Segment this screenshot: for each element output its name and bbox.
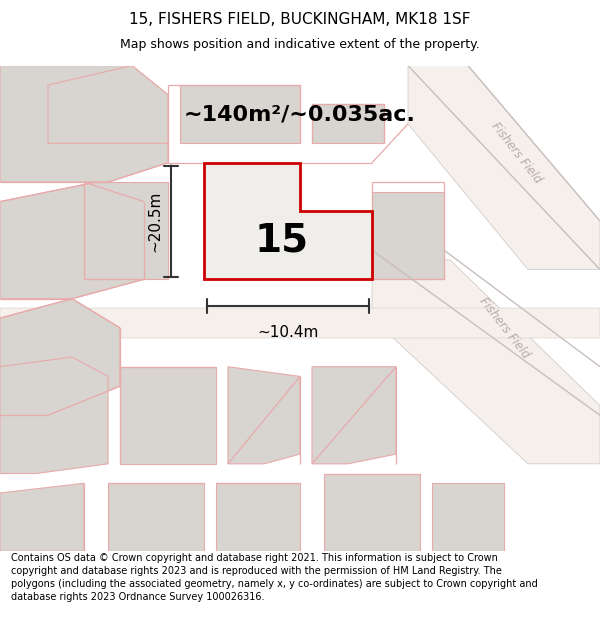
Polygon shape (228, 367, 300, 464)
Polygon shape (432, 483, 504, 551)
Polygon shape (372, 260, 600, 464)
Polygon shape (216, 483, 300, 551)
Polygon shape (408, 66, 600, 269)
Polygon shape (84, 182, 168, 279)
Polygon shape (0, 299, 120, 415)
Text: Map shows position and indicative extent of the property.: Map shows position and indicative extent… (120, 38, 480, 51)
Polygon shape (204, 162, 372, 279)
Text: Fishers Field: Fishers Field (476, 295, 532, 361)
Polygon shape (0, 483, 84, 551)
Polygon shape (312, 104, 384, 143)
Text: ~10.4m: ~10.4m (257, 326, 319, 341)
Text: 15, FISHERS FIELD, BUCKINGHAM, MK18 1SF: 15, FISHERS FIELD, BUCKINGHAM, MK18 1SF (129, 12, 471, 27)
Text: ~20.5m: ~20.5m (147, 191, 162, 252)
Polygon shape (0, 182, 144, 299)
Polygon shape (0, 66, 168, 182)
Text: 15: 15 (255, 221, 309, 259)
Text: Contains OS data © Crown copyright and database right 2021. This information is : Contains OS data © Crown copyright and d… (11, 552, 538, 602)
Polygon shape (0, 308, 600, 338)
Polygon shape (180, 85, 300, 143)
Text: ~140m²/~0.035ac.: ~140m²/~0.035ac. (184, 104, 416, 124)
Polygon shape (312, 367, 396, 464)
Polygon shape (48, 66, 168, 143)
Polygon shape (372, 192, 444, 279)
Polygon shape (108, 483, 204, 551)
Text: Fishers Field: Fishers Field (488, 120, 544, 186)
Polygon shape (324, 474, 420, 551)
Polygon shape (0, 357, 108, 474)
Polygon shape (120, 367, 216, 464)
